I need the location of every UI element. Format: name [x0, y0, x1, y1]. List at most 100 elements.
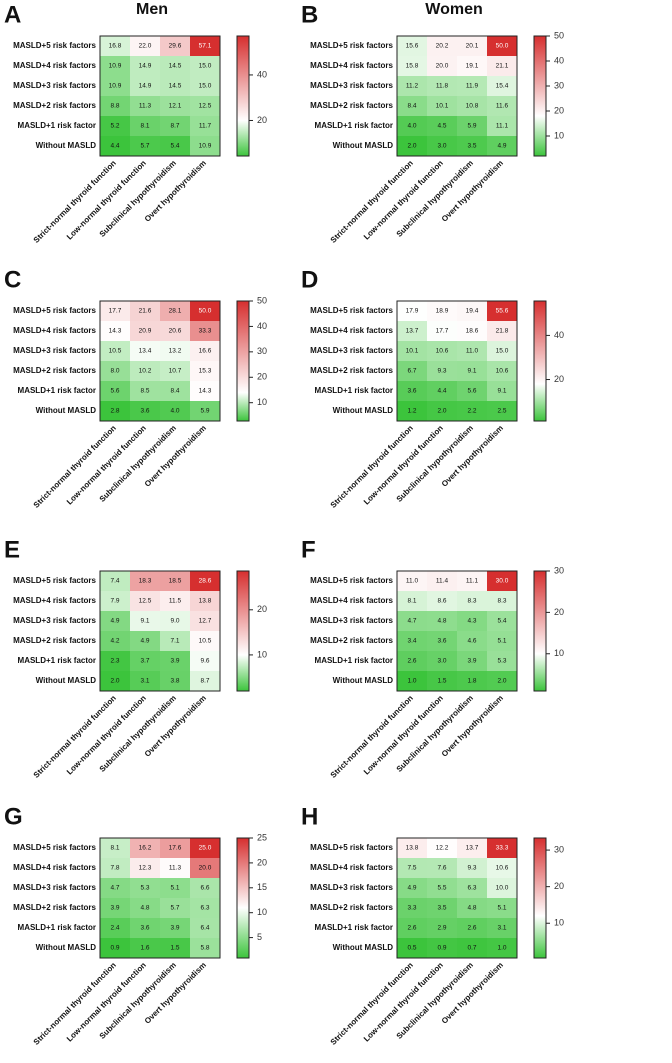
cell-label: 2.6	[467, 925, 476, 932]
heatmap-frame	[99, 35, 221, 157]
heatmap-cell	[160, 918, 190, 938]
colorbar	[533, 300, 547, 422]
panel-letter: C	[4, 266, 21, 293]
heatmap-cell	[487, 116, 517, 136]
row-label: MASLD+1 risk factor	[18, 386, 96, 395]
cell-label: 3.5	[467, 143, 476, 150]
cell-label: 7.8	[110, 865, 119, 872]
heatmap-cell	[100, 938, 130, 958]
heatmap-cell	[487, 858, 517, 878]
heatmap-cell	[130, 361, 160, 381]
cell-label: 11.1	[466, 578, 479, 585]
cell-label: 10.0	[496, 885, 509, 892]
cell-label: 2.6	[407, 925, 416, 932]
cell-label: 14.5	[169, 83, 182, 90]
cell-label: 15.4	[496, 83, 509, 90]
heatmap-cell	[427, 918, 457, 938]
cell-label: 6.7	[407, 368, 416, 375]
cell-label: 21.1	[496, 63, 509, 70]
cell-label: 6.3	[200, 905, 209, 912]
heatmap-cell	[397, 611, 427, 631]
cell-label: 11.9	[466, 83, 479, 90]
heatmap-cell	[190, 96, 220, 116]
row-label: MASLD+1 risk factor	[315, 121, 393, 130]
cell-label: 12.2	[436, 845, 449, 852]
row-label: MASLD+2 risk factors	[13, 366, 96, 375]
heatmap-cell	[487, 571, 517, 591]
cell-label: 5.4	[170, 143, 179, 150]
heatmap-cell	[100, 631, 130, 651]
cell-label: 16.2	[139, 845, 152, 852]
cell-label: 2.0	[497, 678, 506, 685]
colorbar-tick-label: 15	[257, 882, 267, 892]
heatmap-cell	[130, 938, 160, 958]
row-label: Without MASLD	[333, 676, 394, 685]
heatmap-cell	[160, 591, 190, 611]
heatmap-cell	[397, 136, 427, 156]
heatmap-cell	[100, 321, 130, 341]
heatmap-cell	[100, 361, 130, 381]
heatmap-cell	[457, 341, 487, 361]
colorbar-tick-label: 10	[257, 907, 267, 917]
cell-label: 4.0	[170, 408, 179, 415]
cell-label: 20.0	[436, 63, 449, 70]
cell-label: 11.8	[436, 83, 449, 90]
heatmap-cell	[190, 301, 220, 321]
heatmap-cell	[190, 671, 220, 691]
cell-label: 13.8	[406, 845, 419, 852]
row-label: MASLD+4 risk factors	[310, 596, 393, 605]
row-label: Without MASLD	[36, 676, 97, 685]
cell-label: 20.6	[169, 328, 182, 335]
heatmap-cell	[487, 838, 517, 858]
heatmap-cell	[190, 878, 220, 898]
cell-label: 9.6	[200, 658, 209, 665]
column-label: Overt hypothyroidism	[440, 961, 505, 1026]
heatmap-cell	[487, 651, 517, 671]
heatmap-cell	[457, 76, 487, 96]
heatmap-cell	[427, 651, 457, 671]
cell-label: 6.4	[200, 925, 209, 932]
heatmap-cell	[397, 401, 427, 421]
cell-label: 12.5	[139, 598, 152, 605]
cell-label: 10.5	[109, 348, 122, 355]
colorbar-tick-label: 40	[257, 321, 267, 331]
cell-label: 11.0	[406, 578, 419, 585]
cell-label: 8.5	[140, 388, 149, 395]
cell-label: 2.9	[437, 925, 446, 932]
cell-label: 28.1	[169, 308, 182, 315]
row-label: MASLD+1 risk factor	[18, 923, 96, 932]
panel-letter: B	[301, 1, 318, 28]
cell-label: 13.8	[199, 598, 212, 605]
heatmap-cell	[427, 116, 457, 136]
heatmap-cell	[397, 56, 427, 76]
cell-label: 5.5	[437, 885, 446, 892]
heatmap-cell	[130, 301, 160, 321]
cell-label: 8.1	[407, 598, 416, 605]
cell-label: 4.6	[467, 638, 476, 645]
heatmap-cell	[397, 96, 427, 116]
row-label: MASLD+3 risk factors	[13, 616, 96, 625]
panel-letter: H	[301, 803, 318, 830]
cell-label: 1.6	[140, 945, 149, 952]
row-label: MASLD+5 risk factors	[13, 843, 96, 852]
cell-label: 10.9	[109, 63, 122, 70]
panel-letter: F	[301, 536, 316, 563]
cell-label: 8.1	[110, 845, 119, 852]
heatmap-cell	[487, 381, 517, 401]
cell-label: 20.2	[436, 43, 449, 50]
cell-label: 5.2	[110, 123, 119, 130]
heatmap-cell	[100, 56, 130, 76]
cell-label: 4.9	[407, 885, 416, 892]
heatmap-cell	[427, 858, 457, 878]
heatmap-cell	[100, 571, 130, 591]
heatmap-cell	[190, 361, 220, 381]
heatmap-cell	[397, 36, 427, 56]
cell-label: 15.0	[496, 348, 509, 355]
cell-label: 4.7	[407, 618, 416, 625]
cell-label: 11.3	[169, 865, 182, 872]
row-label: Without MASLD	[36, 943, 97, 952]
cell-label: 1.5	[437, 678, 446, 685]
colorbar-tick-label: 30	[257, 346, 267, 356]
heatmap-cell	[457, 918, 487, 938]
